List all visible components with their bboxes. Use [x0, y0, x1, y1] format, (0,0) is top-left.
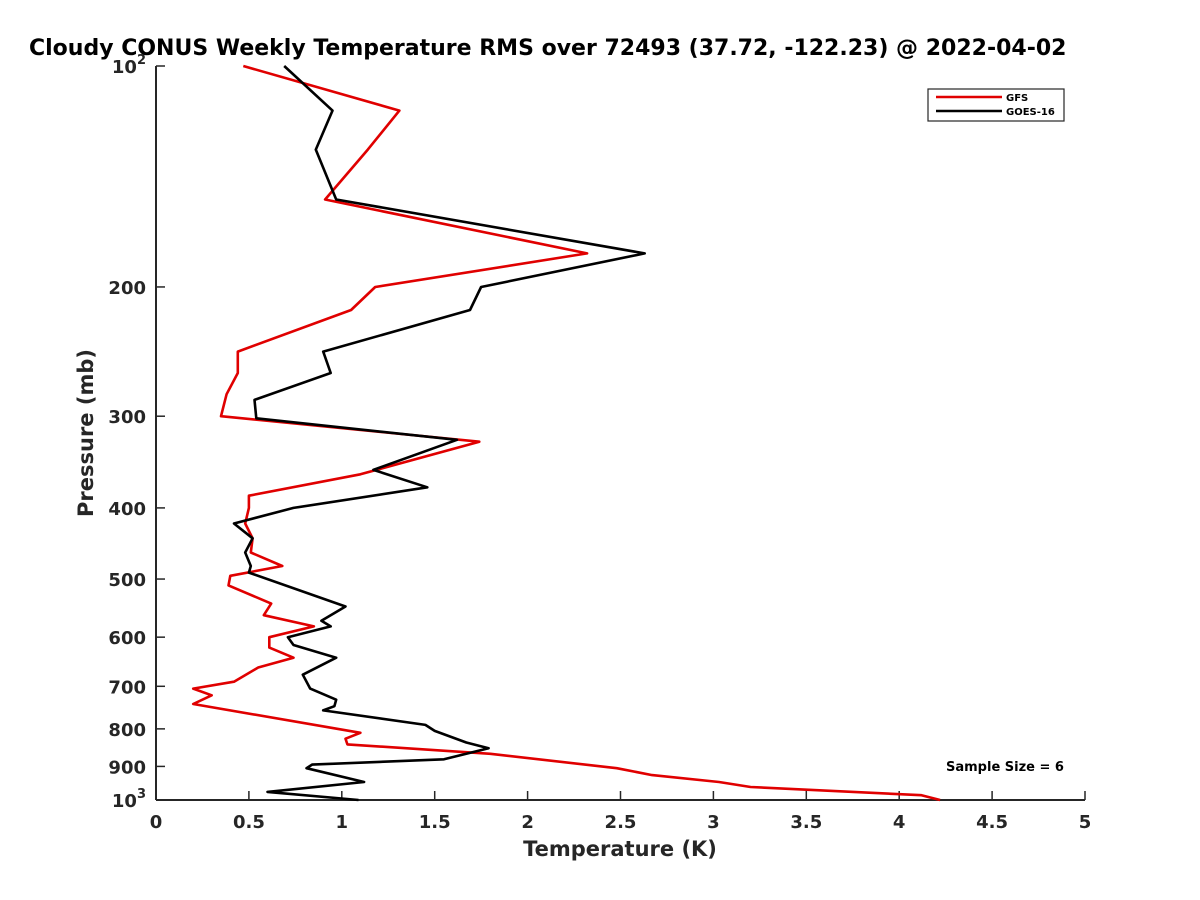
x-ticks: 0 0.5 1 1.5 2 2.5 3 3.5 4 4.5 5 — [150, 791, 1092, 833]
x-tick-label: 4.5 — [976, 812, 1008, 833]
x-tick-label: 5 — [1079, 812, 1092, 833]
series-line-gfs — [191, 64, 941, 802]
y-tick-label: 200 — [108, 278, 146, 299]
y-tick-label-base: 900 — [108, 757, 146, 778]
x-tick-label: 0.5 — [233, 812, 265, 833]
series-layer — [191, 64, 941, 802]
x-axis-label: Temperature (K) — [523, 837, 717, 861]
y-tick-label-base: 200 — [108, 278, 146, 299]
y-tick-label: 800 — [108, 720, 146, 741]
y-tick-label-base: 400 — [108, 499, 146, 520]
y-tick-label-base: 600 — [108, 628, 146, 649]
y-tick-label: 103 — [112, 787, 146, 812]
x-tick-label: 3 — [707, 812, 720, 833]
y-tick-label: 102 — [112, 53, 146, 78]
y-tick-label-base: 10 — [112, 791, 137, 812]
y-axis-label: Pressure (mb) — [74, 349, 98, 517]
y-tick-label-base: 800 — [108, 720, 146, 741]
series-line-goes16 — [232, 65, 647, 802]
y-tick-label-base: 10 — [112, 57, 137, 78]
x-tick-label: 4 — [893, 812, 906, 833]
y-tick-label-exponent: 2 — [137, 53, 146, 68]
x-tick-label: 0 — [150, 812, 163, 833]
x-tick-label: 2.5 — [605, 812, 637, 833]
y-tick-label: 400 — [108, 499, 146, 520]
legend: GFS GOES-16 — [927, 88, 1065, 122]
y-tick-label-base: 700 — [108, 677, 146, 698]
x-tick-label: 1 — [336, 812, 349, 833]
y-tick-label-base: 500 — [108, 570, 146, 591]
y-tick-label: 900 — [108, 757, 146, 778]
x-tick-label: 3.5 — [790, 812, 822, 833]
y-tick-label: 500 — [108, 570, 146, 591]
y-tick-label: 700 — [108, 677, 146, 698]
y-tick-label: 300 — [108, 407, 146, 428]
y-tick-label-base: 300 — [108, 407, 146, 428]
y-tick-label-exponent: 3 — [137, 787, 146, 802]
x-tick-label: 2 — [521, 812, 534, 833]
legend-label-goes16: GOES-16 — [1006, 107, 1055, 118]
chart-title: Cloudy CONUS Weekly Temperature RMS over… — [29, 36, 1066, 61]
legend-label-gfs: GFS — [1006, 93, 1028, 104]
x-tick-label: 1.5 — [419, 812, 451, 833]
sample-size-annotation: Sample Size = 6 — [946, 760, 1064, 775]
y-tick-label: 600 — [108, 628, 146, 649]
legend-box — [927, 88, 1065, 122]
